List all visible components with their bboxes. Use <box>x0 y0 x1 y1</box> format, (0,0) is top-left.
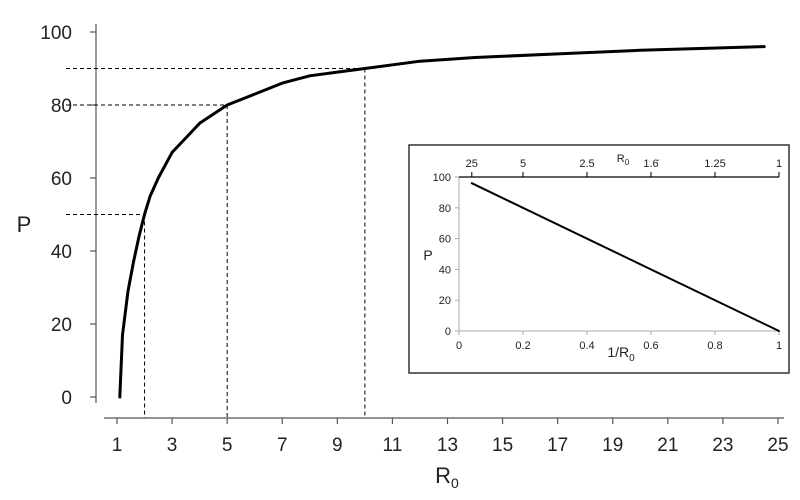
inset-frame <box>408 144 790 374</box>
y-tick-label: 60 <box>51 169 72 190</box>
inset-top-tick-label: 5 <box>520 158 526 170</box>
inset-y-tick-label: 60 <box>439 234 451 246</box>
inset-y-axis-label: P <box>423 247 432 263</box>
inset-top-tick-label: 1.25 <box>704 158 725 170</box>
inset-x-tick-label: 0.4 <box>579 340 594 352</box>
inset-x-tick-label: 0.2 <box>515 340 530 352</box>
inset-y-tick-label: 20 <box>439 295 451 307</box>
x-tick-label: 21 <box>657 435 678 456</box>
y-axis-label: P <box>17 212 32 237</box>
inset-top-tick-label: 2.5 <box>579 158 594 170</box>
x-tick-label: 9 <box>332 435 343 456</box>
y-tick-label: 40 <box>51 242 72 263</box>
series-line <box>118 45 766 399</box>
x-tick-label: 7 <box>277 435 288 456</box>
inset-x-tick-label: 0.8 <box>707 340 722 352</box>
x-tick-label: 3 <box>167 435 178 456</box>
x-tick-label: 23 <box>712 435 733 456</box>
inset-x-tick-label: 1 <box>776 340 782 352</box>
inset-series-line <box>470 182 780 332</box>
x-tick-label: 15 <box>492 435 513 456</box>
inset-top-tick-label: 25 <box>466 158 478 170</box>
x-axis-label: R0 <box>435 463 459 491</box>
inset-y-tick-label: 100 <box>433 172 451 184</box>
x-tick-label: 5 <box>222 435 233 456</box>
inset-x-tick-label: 0 <box>456 340 462 352</box>
x-tick-label: 17 <box>547 435 568 456</box>
inset-top-tick-label: 1.6̇ <box>643 158 659 170</box>
inset-x-axis-label: 1/R0 <box>607 344 635 364</box>
x-tick-label: 13 <box>437 435 458 456</box>
inset-top-axis-label: R0 <box>617 153 630 167</box>
inset-y-tick-label: 40 <box>439 264 451 276</box>
x-tick-label: 11 <box>383 435 403 456</box>
y-tick-label: 80 <box>51 96 72 117</box>
y-tick-label: 100 <box>40 23 72 44</box>
inset-x-tick-label: 0.6 <box>643 340 658 352</box>
y-tick-label: 0 <box>61 388 72 409</box>
x-tick-label: 19 <box>602 435 623 456</box>
inset-plot: 0 0.2 0.4 0.6 0.8 1 0 20 40 60 80 100 25 5 2.5 1.6̇ 1.25… <box>408 144 790 374</box>
inset-y-tick-label: 80 <box>439 203 451 215</box>
x-tick-label: 25 <box>767 435 788 456</box>
x-tick-label: 1 <box>112 435 123 456</box>
inset-y-tick-label: 0 <box>445 326 451 338</box>
y-tick-label: 20 <box>51 315 72 336</box>
inset-top-tick-label: 1 <box>776 158 782 170</box>
